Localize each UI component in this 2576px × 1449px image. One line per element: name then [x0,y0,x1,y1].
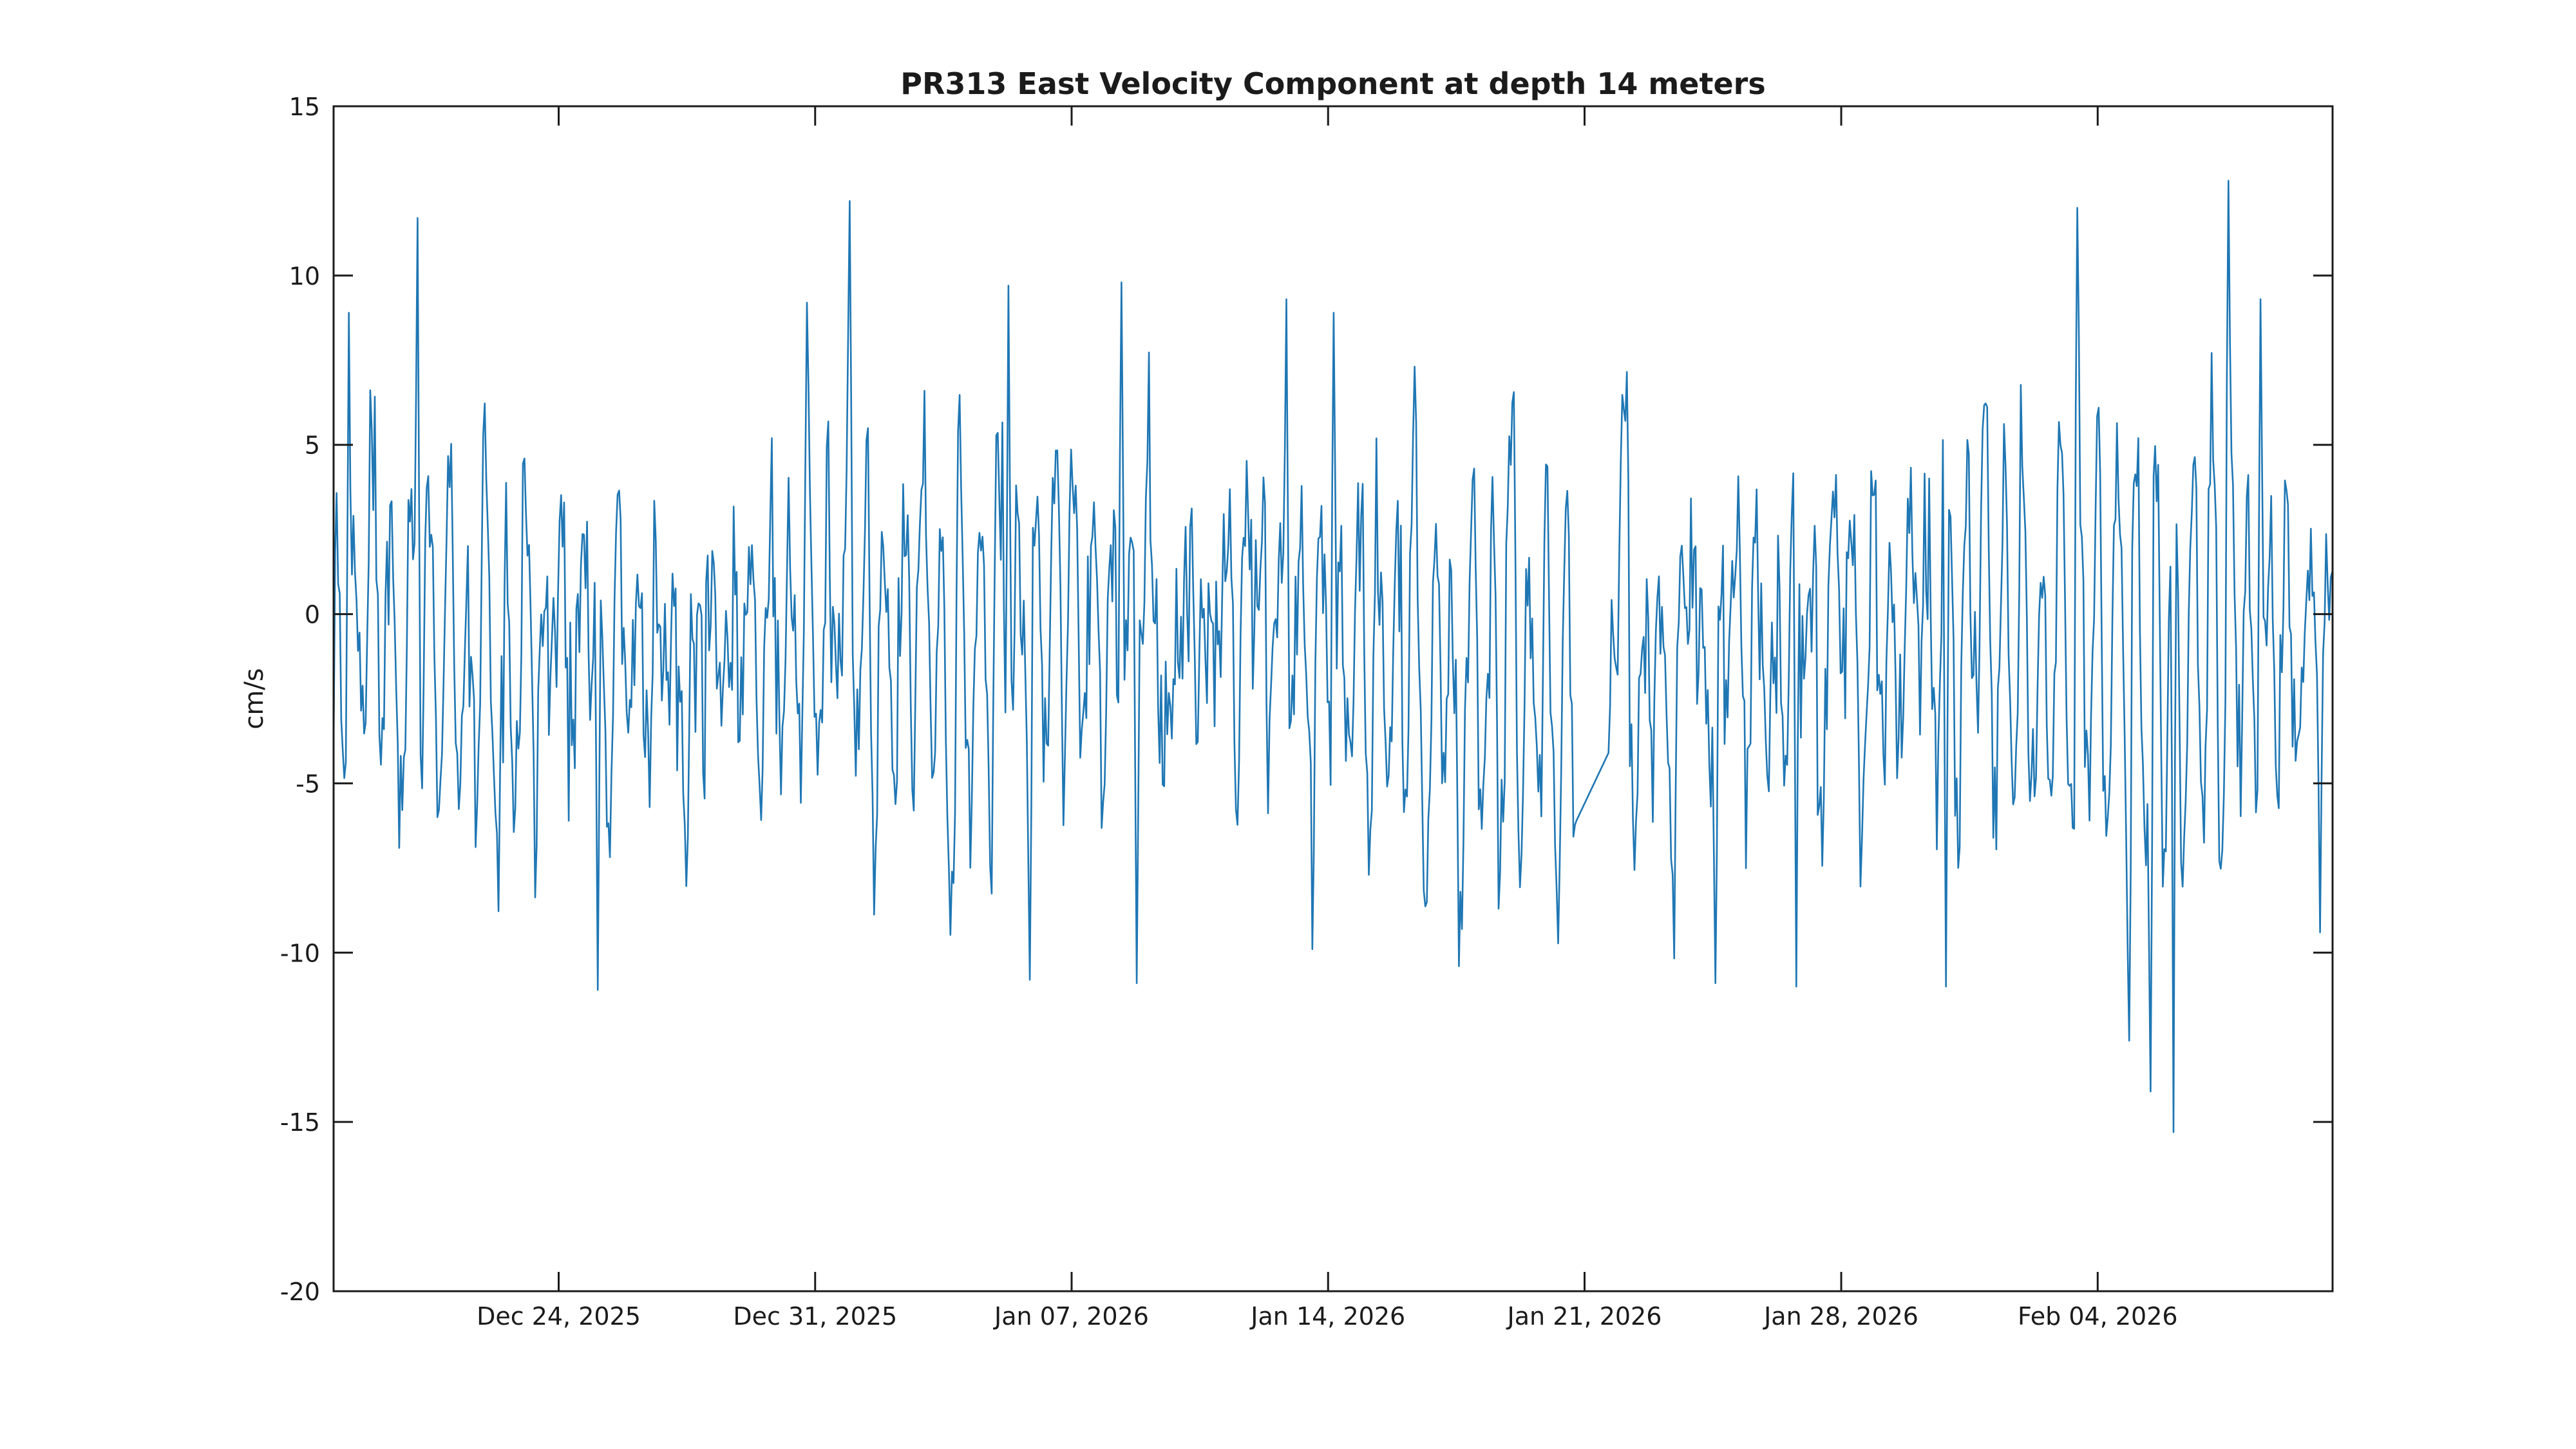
x-tick-label: Jan 07, 2026 [993,1302,1149,1331]
y-tick-label: -20 [280,1278,320,1306]
axis-tick-labels-group: 15 10 5 0 -5 -10 -15 -20 Dec 24, 2025 Dec 31, 202… [280,93,2178,1331]
y-tick-label: 0 [305,601,320,629]
chart-title: PR313 East Velocity Component at depth 1… [900,66,1765,101]
x-tick-label: Jan 21, 2026 [1506,1302,1662,1331]
y-tick-label: 5 [305,431,320,460]
x-tick-label: Jan 28, 2026 [1763,1302,1918,1331]
y-axis-label: cm/s [240,668,269,729]
velocity-line-series [334,180,2333,1133]
y-tick-label: 15 [289,93,320,121]
line-series-group [334,180,2333,1133]
x-tick-label: Jan 14, 2026 [1249,1302,1405,1331]
y-tick-label: -5 [296,770,320,798]
x-tick-label: Feb 04, 2026 [2018,1302,2178,1331]
axis-ticks-group [334,105,2333,1293]
y-tick-label: -10 [280,939,320,967]
plot-border [332,105,2334,1293]
x-tick-label: Dec 31, 2025 [733,1302,897,1331]
y-tick-label: -15 [280,1108,320,1137]
x-tick-label: Dec 24, 2025 [477,1302,641,1331]
y-tick-label: 10 [289,262,320,290]
